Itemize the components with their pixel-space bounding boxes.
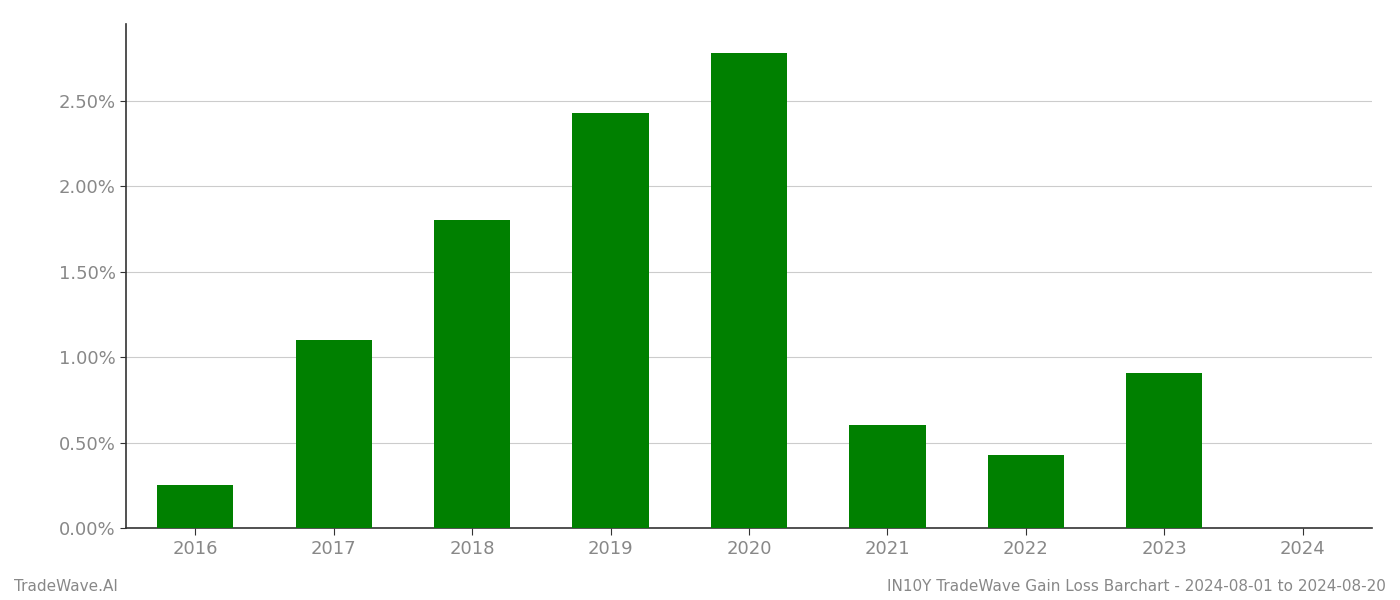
Bar	[1126, 373, 1203, 528]
Text: IN10Y TradeWave Gain Loss Barchart - 2024-08-01 to 2024-08-20: IN10Y TradeWave Gain Loss Barchart - 202…	[888, 579, 1386, 594]
Text: TradeWave.AI: TradeWave.AI	[14, 579, 118, 594]
Bar	[850, 425, 925, 528]
Bar	[295, 340, 372, 528]
Bar	[711, 53, 787, 528]
Bar	[157, 485, 234, 528]
Bar	[988, 455, 1064, 528]
Bar	[434, 220, 510, 528]
Bar	[573, 113, 648, 528]
